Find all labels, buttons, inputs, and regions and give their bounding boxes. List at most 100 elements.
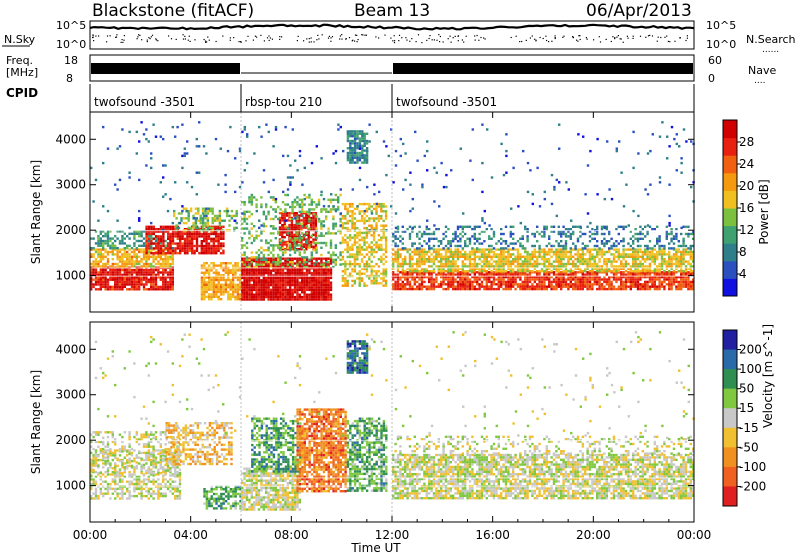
heatmap-cell [289, 276, 292, 280]
heatmap-cell [225, 212, 229, 215]
heatmap-cell [312, 226, 315, 229]
heatmap-cell [353, 241, 357, 244]
heatmap-cell [150, 244, 153, 247]
heatmap-cell [133, 271, 136, 274]
heatmap-cell [290, 219, 294, 222]
heatmap-cell [305, 295, 309, 299]
heatmap-cell [382, 253, 385, 256]
heatmap-cell [309, 236, 313, 239]
heatmap-cell [562, 258, 565, 261]
heatmap-cell [322, 263, 325, 266]
heatmap-cell [121, 239, 124, 243]
heatmap-cell [121, 235, 124, 238]
heatmap-cell [126, 250, 129, 254]
heatmap-cell [186, 247, 189, 250]
heatmap-cell [658, 278, 661, 281]
heatmap-cell [473, 280, 476, 284]
heatmap-cell [279, 271, 282, 275]
heatmap-cell [260, 205, 263, 209]
heatmap-cell [687, 273, 690, 276]
heatmap-cell [636, 250, 640, 254]
heatmap-cell [267, 293, 270, 296]
heatmap-cell [322, 241, 325, 245]
heatmap-cell [241, 291, 244, 294]
heatmap-cell [135, 262, 138, 266]
heatmap-cell [425, 267, 428, 270]
heatmap-cell [277, 293, 280, 296]
heatmap-cell [408, 285, 412, 288]
heatmap-cell [485, 260, 488, 263]
heatmap-cell [615, 255, 618, 258]
heatmap-cell [228, 224, 231, 227]
heatmap-cell [104, 280, 107, 284]
heatmap-cell [97, 242, 100, 245]
heatmap-cell [298, 210, 301, 213]
heatmap-cell [277, 246, 280, 249]
heatmap-cell [500, 280, 503, 284]
heatmap-cell [344, 205, 347, 208]
heatmap-cell [281, 243, 284, 246]
heatmap-cell [243, 253, 246, 257]
heatmap-cell [310, 293, 313, 296]
heatmap-cell [305, 221, 308, 224]
heatmap-cell [164, 265, 167, 268]
heatmap-cell [416, 273, 419, 276]
heatmap-cell [97, 248, 100, 251]
heatmap-cell [444, 278, 448, 281]
heatmap-cell [217, 264, 220, 267]
heatmap-cell [277, 232, 280, 235]
heatmap-cell [245, 241, 249, 245]
heatmap-cell [632, 270, 635, 273]
heatmap-cell [162, 237, 165, 240]
heatmap-cell [265, 264, 268, 268]
heatmap-cell [406, 275, 409, 279]
heatmap-cell [337, 201, 340, 204]
heatmap-cell [488, 273, 491, 276]
heatmap-cell [291, 283, 294, 287]
heatmap-cell [600, 250, 604, 254]
noise-search-dot [215, 40, 217, 43]
heatmap-cell [315, 264, 318, 268]
heatmap-cell [509, 273, 512, 276]
heatmap-cell [557, 265, 560, 268]
heatmap-cell [274, 215, 277, 218]
heatmap-cell [92, 260, 95, 263]
noise-search-dot [535, 40, 537, 42]
heatmap-cell [164, 285, 167, 289]
heatmap-cell [358, 253, 361, 256]
heatmap-cell [145, 276, 148, 279]
heatmap-cell [290, 240, 294, 244]
heatmap-cell [217, 232, 220, 236]
heatmap-cell [332, 208, 335, 211]
heatmap-cell [301, 222, 304, 225]
heatmap-cell [423, 280, 426, 284]
heatmap-cell [346, 262, 349, 266]
heatmap-cell [183, 242, 187, 245]
heatmap-cell [260, 283, 263, 287]
heatmap-cell [344, 226, 347, 230]
heatmap-cell [485, 262, 488, 266]
heatmap-cell [211, 226, 214, 230]
heatmap-cell [260, 259, 263, 263]
heatmap-cell [380, 258, 383, 261]
heatmap-cell [257, 257, 261, 260]
heatmap-cell [444, 270, 448, 273]
heatmap-cell [480, 255, 484, 258]
heatmap-cell [269, 251, 273, 254]
heatmap-cell [219, 247, 223, 250]
heatmap-cell [109, 288, 112, 291]
heatmap-cell [130, 247, 134, 250]
heatmap-cell [485, 275, 488, 279]
heatmap-cell [296, 286, 299, 289]
heatmap-cell [269, 298, 273, 301]
heatmap-cell [401, 260, 404, 263]
heatmap-cell [157, 247, 160, 250]
heatmap-cell [588, 280, 592, 284]
heatmap-cell [315, 276, 318, 280]
heatmap-cell [255, 269, 258, 272]
noise-search-dot [406, 39, 408, 41]
heatmap-cell [492, 280, 496, 284]
noise-search-dot [260, 34, 262, 36]
heatmap-cell [480, 260, 484, 263]
heatmap-cell [162, 283, 165, 286]
